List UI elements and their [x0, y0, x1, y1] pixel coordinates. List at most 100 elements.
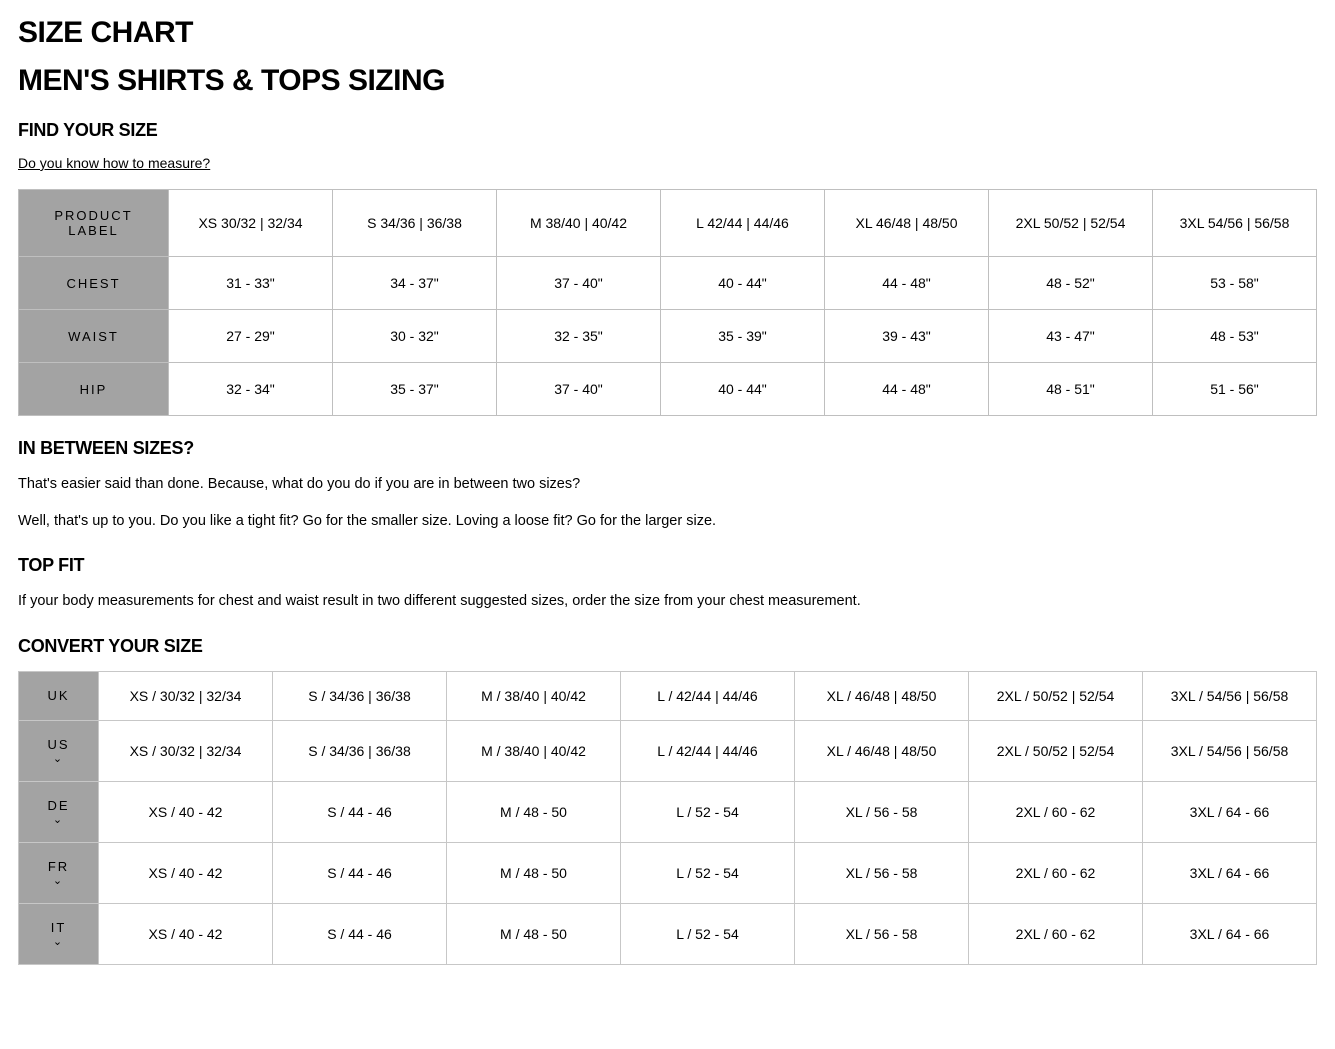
convert-table-row: FR ⌄ XS / 40 - 42S / 44 - 46M / 48 - 50L /…	[19, 842, 1317, 903]
convert-table-cell: 2XL / 60 - 62	[969, 903, 1143, 964]
convert-table-row: UK XS / 30/32 | 32/34S / 34/36 | 36/38M /…	[19, 671, 1317, 720]
find-your-size-heading: FIND YOUR SIZE	[18, 120, 1317, 141]
size-table-cell: 35 - 39"	[661, 310, 825, 363]
size-table-cell: 44 - 48"	[825, 363, 989, 416]
size-table-cell: 40 - 44"	[661, 257, 825, 310]
size-table-cell: 34 - 37"	[333, 257, 497, 310]
convert-row-label-text: DE	[47, 798, 69, 813]
size-table-cell: 53 - 58"	[1153, 257, 1317, 310]
chevron-down-icon: ⌄	[25, 876, 92, 887]
size-table-cell: 32 - 35"	[497, 310, 661, 363]
size-table-cell: 39 - 43"	[825, 310, 989, 363]
size-table-cell: 30 - 32"	[333, 310, 497, 363]
convert-table-cell: XS / 40 - 42	[99, 781, 273, 842]
convert-table-cell: S / 34/36 | 36/38	[273, 720, 447, 781]
size-table-cell: 48 - 51"	[989, 363, 1153, 416]
size-table-cell: 44 - 48"	[825, 257, 989, 310]
convert-row-label[interactable]: FR ⌄	[19, 842, 99, 903]
convert-table-cell: M / 38/40 | 40/42	[447, 720, 621, 781]
convert-table-cell: 3XL / 64 - 66	[1143, 842, 1317, 903]
chevron-down-icon: ⌄	[25, 754, 92, 765]
convert-table-cell: L / 52 - 54	[621, 781, 795, 842]
top-fit-p1: If your body measurements for chest and …	[18, 590, 1317, 613]
convert-table-cell: XL / 56 - 58	[795, 903, 969, 964]
size-table-cell: 32 - 34"	[169, 363, 333, 416]
size-table-row-label: CHEST	[19, 257, 169, 310]
in-between-heading: IN BETWEEN SIZES?	[18, 438, 1317, 459]
convert-row-label: UK	[19, 671, 99, 720]
size-table-col: XS 30/32 | 32/34	[169, 190, 333, 257]
convert-table-cell: XL / 56 - 58	[795, 781, 969, 842]
size-table-row-label: WAIST	[19, 310, 169, 363]
size-table-cell: 48 - 53"	[1153, 310, 1317, 363]
size-table-header-row: PRODUCT LABEL XS 30/32 | 32/34 S 34/36 |…	[19, 190, 1317, 257]
convert-table-cell: XS / 30/32 | 32/34	[99, 720, 273, 781]
size-table: PRODUCT LABEL XS 30/32 | 32/34 S 34/36 |…	[18, 189, 1317, 416]
convert-table-cell: L / 52 - 54	[621, 842, 795, 903]
convert-table-row: DE ⌄ XS / 40 - 42S / 44 - 46M / 48 - 50L /…	[19, 781, 1317, 842]
size-table-cell: 35 - 37"	[333, 363, 497, 416]
convert-table-cell: M / 38/40 | 40/42	[447, 671, 621, 720]
convert-table-cell: XS / 40 - 42	[99, 903, 273, 964]
convert-table-cell: L / 42/44 | 44/46	[621, 720, 795, 781]
page-subtitle: MEN'S SHIRTS & TOPS SIZING	[18, 64, 1317, 98]
convert-table-cell: 3XL / 64 - 66	[1143, 903, 1317, 964]
top-fit-heading: TOP FIT	[18, 555, 1317, 576]
convert-row-label[interactable]: DE ⌄	[19, 781, 99, 842]
size-table-row: WAIST27 - 29"30 - 32"32 - 35"35 - 39"39 …	[19, 310, 1317, 363]
size-table-cell: 43 - 47"	[989, 310, 1153, 363]
convert-table-cell: 3XL / 54/56 | 56/58	[1143, 671, 1317, 720]
convert-table-row: IT ⌄ XS / 40 - 42S / 44 - 46M / 48 - 50L /…	[19, 903, 1317, 964]
convert-table-cell: S / 44 - 46	[273, 781, 447, 842]
size-table-cell: 37 - 40"	[497, 257, 661, 310]
chevron-down-icon: ⌄	[25, 815, 92, 826]
convert-table-cell: L / 52 - 54	[621, 903, 795, 964]
convert-table-cell: S / 34/36 | 36/38	[273, 671, 447, 720]
in-between-p2: Well, that's up to you. Do you like a ti…	[18, 510, 1317, 533]
size-table-col: 2XL 50/52 | 52/54	[989, 190, 1153, 257]
size-table-col: M 38/40 | 40/42	[497, 190, 661, 257]
convert-table: UKXS / 30/32 | 32/34S / 34/36 | 36/38M /…	[18, 671, 1317, 965]
convert-table-cell: S / 44 - 46	[273, 903, 447, 964]
in-between-p1: That's easier said than done. Because, w…	[18, 473, 1317, 496]
size-table-cell: 48 - 52"	[989, 257, 1153, 310]
convert-table-cell: 2XL / 60 - 62	[969, 781, 1143, 842]
size-table-row-label: HIP	[19, 363, 169, 416]
convert-table-cell: 3XL / 54/56 | 56/58	[1143, 720, 1317, 781]
size-table-col: L 42/44 | 44/46	[661, 190, 825, 257]
convert-row-label-text: IT	[51, 920, 67, 935]
convert-table-cell: M / 48 - 50	[447, 842, 621, 903]
chevron-down-icon: ⌄	[25, 937, 92, 948]
size-table-col: XL 46/48 | 48/50	[825, 190, 989, 257]
size-table-cell: 27 - 29"	[169, 310, 333, 363]
convert-table-cell: 2XL / 50/52 | 52/54	[969, 720, 1143, 781]
size-table-row: CHEST31 - 33"34 - 37"37 - 40"40 - 44"44 …	[19, 257, 1317, 310]
size-table-cell: 31 - 33"	[169, 257, 333, 310]
convert-table-cell: 2XL / 60 - 62	[969, 842, 1143, 903]
convert-table-cell: XS / 40 - 42	[99, 842, 273, 903]
convert-row-label-text: UK	[47, 688, 69, 703]
convert-row-label[interactable]: IT ⌄	[19, 903, 99, 964]
convert-table-cell: M / 48 - 50	[447, 903, 621, 964]
convert-table-cell: XS / 30/32 | 32/34	[99, 671, 273, 720]
convert-row-label-text: US	[47, 737, 69, 752]
size-table-cell: 51 - 56"	[1153, 363, 1317, 416]
convert-table-cell: 2XL / 50/52 | 52/54	[969, 671, 1143, 720]
size-table-cell: 37 - 40"	[497, 363, 661, 416]
convert-table-cell: XL / 46/48 | 48/50	[795, 671, 969, 720]
size-table-row: HIP32 - 34"35 - 37"37 - 40"40 - 44"44 - …	[19, 363, 1317, 416]
size-table-col: S 34/36 | 36/38	[333, 190, 497, 257]
size-table-cell: 40 - 44"	[661, 363, 825, 416]
convert-table-cell: 3XL / 64 - 66	[1143, 781, 1317, 842]
convert-table-cell: XL / 56 - 58	[795, 842, 969, 903]
convert-row-label-text: FR	[48, 859, 69, 874]
convert-table-row: US ⌄ XS / 30/32 | 32/34S / 34/36 | 36/38M …	[19, 720, 1317, 781]
convert-table-cell: L / 42/44 | 44/46	[621, 671, 795, 720]
convert-table-cell: XL / 46/48 | 48/50	[795, 720, 969, 781]
how-to-measure-link[interactable]: Do you know how to measure?	[18, 155, 210, 171]
size-table-header-label: PRODUCT LABEL	[19, 190, 169, 257]
convert-row-label[interactable]: US ⌄	[19, 720, 99, 781]
page-title: SIZE CHART	[18, 16, 1317, 50]
convert-table-cell: S / 44 - 46	[273, 842, 447, 903]
convert-table-cell: M / 48 - 50	[447, 781, 621, 842]
